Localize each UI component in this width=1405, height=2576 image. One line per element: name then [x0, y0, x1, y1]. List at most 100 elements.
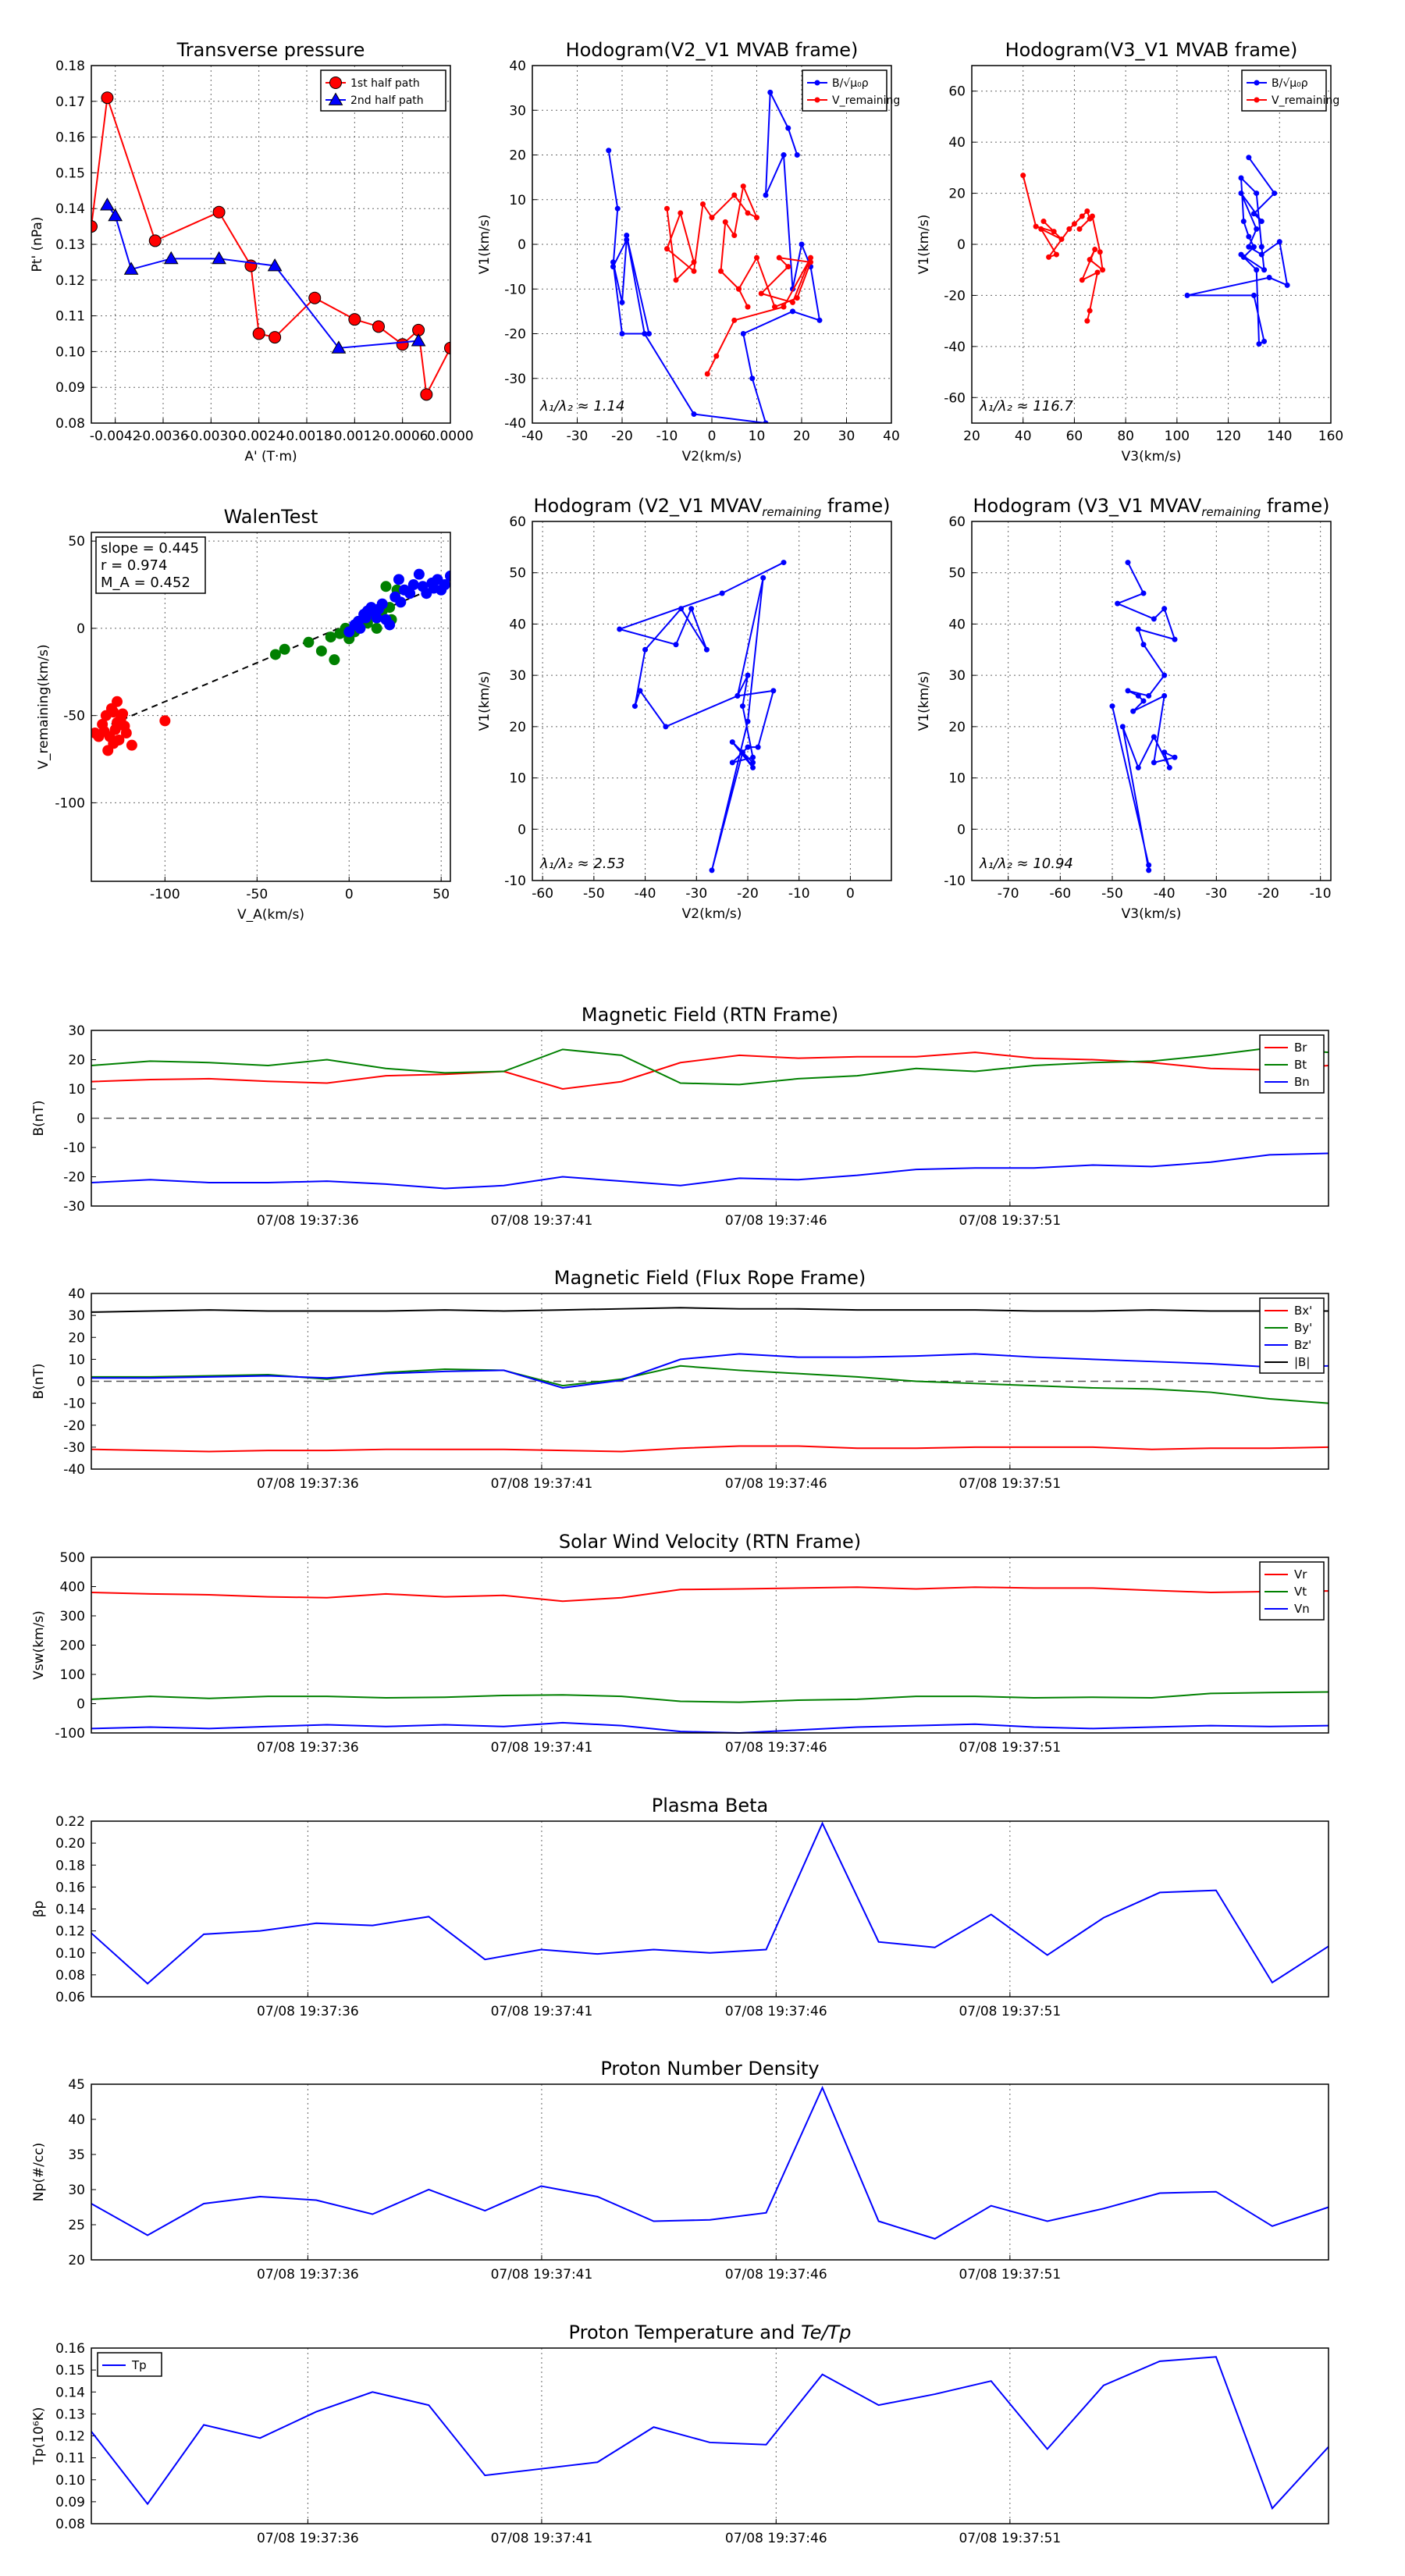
plasma-beta-series-p	[91, 1821, 1329, 1985]
hodogram-v3-v1-mvav-ytick-label: 50	[948, 566, 966, 582]
proton-number-density-xtick-label: 07/08 19:37:46	[725, 2267, 827, 2282]
walen-test-point	[108, 738, 119, 749]
transverse-pressure-point	[108, 208, 123, 222]
hodogram-v3-v1-mvav-point	[1119, 724, 1126, 730]
transverse-pressure-xtick-label: -0.0012	[329, 429, 381, 444]
hodogram-v3-v1-mvab-point	[1261, 267, 1268, 273]
hodogram-v3-v1-mvab-point	[1092, 247, 1098, 253]
hodogram-v2-v1-mvav-chart: -60 -50 -40 -30 -20 -10 0 -10 0 10 20 30 40 50 60 Hodog…	[477, 495, 892, 922]
hodogram-v3-v1-mvab-frame	[971, 65, 1332, 424]
walen-test-xlabel: V_A(km/s)	[237, 907, 304, 923]
hodogram-v2-v1-mvab-point	[790, 308, 795, 315]
hodogram-v2-v1-mvab-eigen-ratio: λ₁/λ₂ ≈ 1.14	[539, 398, 624, 415]
hodogram-v2-v1-mvav-ytick-label: -10	[504, 873, 526, 889]
hodogram-v3-v1-mvav-ylabel: V1(km/s)	[916, 671, 932, 731]
transverse-pressure-point	[267, 258, 283, 272]
walen-test-info-line: r = 0.974	[101, 557, 167, 574]
transverse-pressure-ytick-label: 0.18	[55, 59, 85, 74]
hodogram-v3-v1-mvab-point	[1246, 233, 1252, 240]
proton-temperature-title: Proton Temperature and Te/TpProton Tempe…	[569, 2322, 852, 2343]
transverse-pressure-point	[396, 338, 409, 351]
hodogram-v2-v1-mvab-point	[754, 215, 759, 221]
transverse-pressure-xtick-label: -0.0030	[186, 429, 237, 444]
transverse-pressure-ytick-label: 0.15	[55, 165, 85, 181]
hodogram-v3-v1-mvab-point	[1079, 277, 1085, 283]
hodogram-v2-v1-mvab-ytick-label: -40	[504, 416, 526, 432]
magnetic-field-flux-rope-legend-label: |B|	[1294, 1355, 1310, 1369]
hodogram-v2-v1-mvav-ytick-label: 10	[509, 771, 526, 787]
walen-test-point	[159, 715, 171, 727]
plasma-beta-xtick-label: 07/08 19:37:46	[725, 2004, 827, 2019]
hodogram-v3-v1-mvab-xtick-label: 120	[1215, 429, 1240, 444]
magnetic-field-flux-rope-series-by	[91, 1364, 1329, 1404]
hodogram-v2-v1-mvav-plot-area	[617, 560, 787, 873]
hodogram-v2-v1-mvab-frame	[532, 65, 892, 424]
hodogram-v3-v1-mvav-point	[1146, 867, 1152, 873]
hodogram-v2-v1-mvav-point	[663, 724, 669, 730]
proton-temperature-xtick-label: 07/08 19:37:41	[491, 2531, 593, 2546]
transverse-pressure-legend-label: 2nd half path	[350, 94, 424, 107]
hodogram-v3-v1-mvab-eigen-ratio: λ₁/λ₂ ≈ 116.7	[979, 398, 1073, 415]
hodogram-v3-v1-mvab-ytick-label: 0	[957, 237, 966, 253]
hodogram-v3-v1-mvab-point	[1084, 208, 1090, 214]
hodogram-v3-v1-mvav-point	[1135, 764, 1141, 770]
hodogram-v3-v1-mvab-point	[1258, 219, 1264, 225]
hodogram-v3-v1-mvab-ytick-label: 40	[948, 135, 966, 151]
hodogram-v3-v1-mvab-point	[1087, 308, 1093, 314]
transverse-pressure-point	[444, 341, 450, 354]
solar-wind-velocity-frame	[91, 1557, 1329, 1734]
hodogram-v2-v1-mvab-legend-label: B/√μ₀ρ	[832, 77, 869, 90]
transverse-pressure-xlabel: A' (T·m)	[244, 449, 297, 464]
hodogram-v2-v1-mvab-point	[781, 152, 787, 158]
hodogram-v3-v1-mvav-point	[1125, 560, 1131, 566]
hodogram-v2-v1-mvab-point	[691, 259, 697, 265]
proton-temperature-ylabel: Tp(10⁶K)	[31, 2407, 47, 2465]
hodogram-v3-v1-mvab-series-line-1	[1022, 175, 1104, 322]
hodogram-v3-v1-mvab-point	[1100, 267, 1106, 273]
transverse-pressure-ytick-label: 0.17	[55, 94, 85, 110]
proton-number-density-ytick-label: 25	[68, 2218, 85, 2233]
hodogram-v3-v1-mvab-point	[1089, 213, 1095, 219]
hodogram-v2-v1-mvav-title: Hodogram (V2_V1 MVAVremaining frame)Hodo…	[534, 495, 891, 519]
hodogram-v2-v1-mvab-point	[731, 233, 738, 239]
magnetic-field-flux-rope-ytick-label: 10	[68, 1352, 85, 1368]
transverse-pressure-ytick-label: 0.10	[55, 344, 85, 360]
hodogram-v2-v1-mvab-point	[619, 299, 625, 305]
hodogram-v3-v1-mvab-ytick-label: 60	[948, 84, 966, 100]
transverse-pressure-ytick-label: 0.16	[55, 130, 85, 146]
hodogram-v2-v1-mvav-title-sub: remaining	[762, 505, 821, 519]
walen-test-ylabel: V_remaining(km/s)	[36, 644, 52, 769]
hodogram-v2-v1-mvab-point	[610, 259, 616, 265]
solar-wind-velocity-xtick-label: 07/08 19:37:51	[959, 1740, 1061, 1756]
hodogram-v2-v1-mvab-ytick-label: -30	[504, 372, 526, 387]
proton-number-density-ytick-label: 40	[68, 2112, 85, 2128]
magnetic-field-flux-rope-xtick-label: 07/08 19:37:46	[725, 1476, 827, 1492]
hodogram-v2-v1-mvab-point	[767, 89, 774, 95]
hodogram-v3-v1-mvab-legend-marker	[1254, 97, 1260, 103]
hodogram-v2-v1-mvab-point	[678, 210, 684, 216]
hodogram-v3-v1-mvab-point	[1038, 226, 1044, 232]
hodogram-v2-v1-mvab-point	[606, 148, 612, 154]
transverse-pressure-point	[101, 91, 114, 105]
plasma-beta-ytick-label: 0.08	[55, 1968, 85, 1984]
hodogram-v2-v1-mvav-point	[642, 646, 649, 653]
walen-test-point	[380, 581, 392, 592]
hodogram-v2-v1-mvab-xtick-label: 30	[838, 429, 855, 444]
walen-test-info-line: slope = 0.445	[101, 540, 199, 557]
hodogram-v2-v1-mvab-legend-marker	[814, 80, 820, 86]
hodogram-v3-v1-mvab-xtick-label: 20	[963, 429, 980, 444]
walen-test-point	[404, 588, 416, 600]
proton-temperature-legend	[97, 2352, 162, 2377]
hodogram-v2-v1-mvab-ytick-label: 10	[509, 193, 526, 208]
walen-test-point	[393, 574, 404, 585]
hodogram-v3-v1-mvab-point	[1250, 244, 1257, 250]
hodogram-v2-v1-mvav-point	[755, 744, 761, 750]
transverse-pressure-ytick-label: 0.11	[55, 309, 85, 325]
hodogram-v3-v1-mvab-point	[1258, 251, 1264, 258]
hodogram-v2-v1-mvab-point	[700, 201, 706, 207]
magnetic-field-flux-rope-ytick-label: 30	[68, 1308, 85, 1324]
hodogram-v2-v1-mvab-ytick-label: -10	[504, 282, 526, 297]
hodogram-v2-v1-mvav-ytick-label: 30	[509, 668, 526, 684]
hodogram-v3-v1-mvav-point	[1140, 698, 1147, 704]
proton-number-density-ytick-label: 20	[68, 2253, 85, 2268]
